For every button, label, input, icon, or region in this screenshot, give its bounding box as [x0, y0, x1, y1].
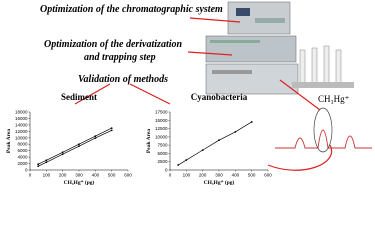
x-tick-label: 200: [199, 173, 207, 178]
x-tick-label: 100: [183, 173, 191, 178]
heading: Validation of methods: [78, 74, 168, 85]
x-axis-label: CH₃Hg⁺ (pg): [204, 179, 235, 186]
point: [61, 151, 64, 154]
y-tick-label: 12500: [155, 126, 168, 131]
graphical-abstract: CH₃Hg⁺ Optimization of the chromatograph…: [6, 1, 372, 186]
y-tick-label: 5000: [157, 151, 168, 156]
x-tick-label: 500: [248, 173, 256, 178]
x-tick-label: 100: [43, 173, 51, 178]
point: [45, 159, 48, 162]
x-tick-label: 0: [29, 173, 32, 178]
y-tick-label: 6000: [17, 148, 28, 153]
y-tick-label: 0: [165, 168, 168, 173]
y-axis-label: Peak Area: [146, 129, 152, 153]
y-tick-label: 16000: [15, 116, 28, 121]
y-tick-label: 8000: [17, 142, 28, 147]
point: [218, 139, 220, 142]
y-axis-label: Peak Area: [6, 129, 12, 153]
y-tick-label: 12000: [15, 129, 28, 134]
point: [61, 153, 64, 156]
x-tick-label: 500: [108, 173, 116, 178]
arrows: [74, 17, 333, 171]
point: [78, 143, 80, 146]
x-tick-label: 400: [232, 173, 240, 178]
y-tick-label: 2500: [157, 159, 168, 164]
heading: Optimization of the chromatographic syst…: [40, 4, 223, 15]
point: [37, 163, 40, 166]
y-tick-label: 7500: [157, 143, 168, 148]
y-tick-label: 18000: [15, 110, 28, 115]
y-tick-label: 2000: [17, 161, 28, 166]
series-line: [177, 121, 252, 166]
point: [185, 159, 188, 161]
x-tick-label: 0: [169, 173, 172, 178]
instrument: [205, 1, 354, 95]
y-tick-label: 0: [25, 168, 28, 173]
x-tick-label: 600: [264, 173, 272, 178]
point: [45, 161, 48, 164]
x-tick-label: 400: [92, 173, 100, 178]
y-tick-label: 10000: [155, 134, 168, 139]
x-tick-label: 200: [59, 173, 67, 178]
x-axis-label: CH₃Hg⁺ (pg): [64, 179, 95, 186]
point: [177, 164, 180, 166]
point: [201, 149, 204, 152]
y-tick-label: 10000: [15, 135, 28, 140]
chart-title: Sediment: [61, 92, 97, 102]
point: [94, 137, 97, 140]
y-tick-label: 15000: [155, 118, 168, 123]
y-tick-label: 17500: [155, 110, 168, 115]
series-line: [38, 130, 112, 167]
point: [37, 165, 40, 168]
x-tick-label: 600: [124, 173, 132, 178]
point: [78, 145, 80, 148]
peak-label: CH₃Hg⁺: [318, 94, 350, 104]
x-tick-label: 300: [75, 173, 83, 178]
heading: Optimization of the derivatization: [44, 39, 183, 50]
point: [94, 135, 97, 138]
chart-title: Cyanobacteria: [191, 92, 248, 102]
point: [110, 127, 113, 130]
x-tick-label: 300: [215, 173, 223, 178]
heading: and trapping step: [84, 52, 156, 63]
y-tick-label: 14000: [15, 122, 28, 127]
point: [234, 130, 237, 133]
point: [110, 129, 113, 132]
series-line: [38, 127, 112, 165]
y-tick-label: 4000: [17, 155, 28, 160]
chromatogram: CH₃Hg⁺: [275, 94, 372, 153]
point: [250, 121, 253, 123]
